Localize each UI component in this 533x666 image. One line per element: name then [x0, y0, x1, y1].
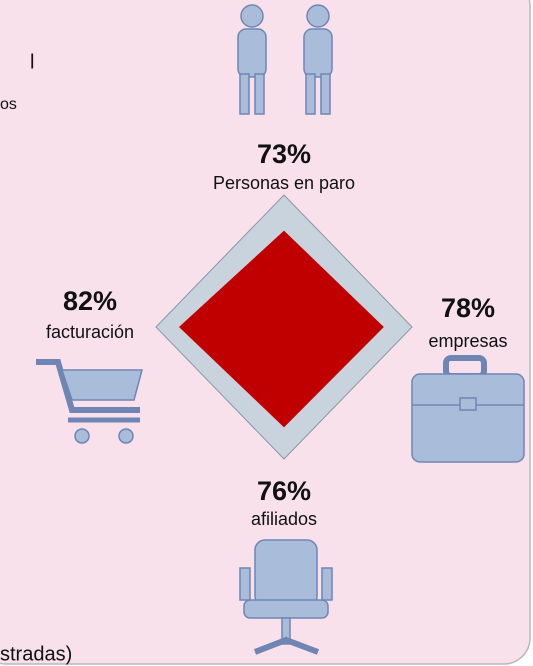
- value-label: 73%: [257, 139, 311, 169]
- briefcase-icon: [411, 355, 525, 463]
- radar-area: [179, 230, 384, 428]
- value-label: 78%: [441, 293, 495, 323]
- people-icon: [237, 4, 333, 115]
- value-label: 82%: [63, 286, 117, 316]
- chair-icon: [239, 539, 333, 655]
- cut-text: os: [0, 96, 17, 113]
- cart-icon: [36, 359, 143, 444]
- cut-text: l: [30, 51, 34, 73]
- cut-text: stradas): [0, 643, 72, 665]
- category-label: facturación: [46, 322, 134, 342]
- category-label: empresas: [428, 331, 507, 351]
- category-label: afiliados: [251, 509, 317, 529]
- value-label: 76%: [257, 476, 311, 506]
- category-label: Personas en paro: [213, 173, 355, 193]
